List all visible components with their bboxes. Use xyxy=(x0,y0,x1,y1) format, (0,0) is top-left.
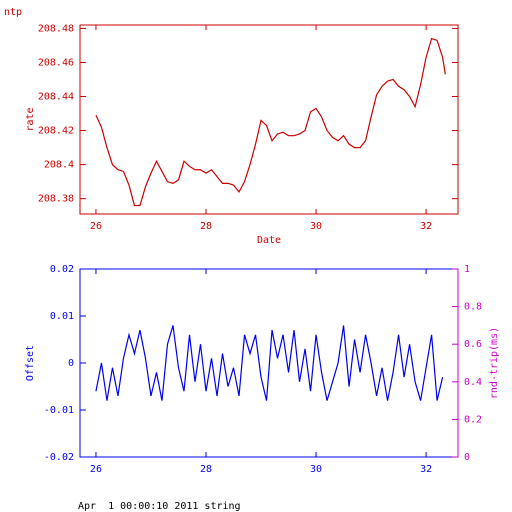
y-tick-label: 208.42 xyxy=(38,126,74,137)
x-tick-label: 32 xyxy=(420,221,432,232)
x-axis-label: Date xyxy=(257,235,281,246)
y-tick-label: 208.38 xyxy=(38,194,74,205)
y-tick-label: 0.02 xyxy=(50,264,74,275)
y-tick-label: 208.44 xyxy=(38,92,74,103)
data-line xyxy=(95,325,444,401)
y-tick-label: 208.46 xyxy=(38,57,74,68)
x-tick-label: 30 xyxy=(310,221,322,232)
y-axis-label: rate xyxy=(25,107,36,131)
y2-tick-label: 0.4 xyxy=(464,377,482,388)
data-line xyxy=(95,37,446,207)
y2-tick-label: 1 xyxy=(464,264,470,275)
x-tick-label: 26 xyxy=(90,464,102,475)
y-tick-label: -0.01 xyxy=(44,405,74,416)
footer: Apr 1 00:00:10 2011 string xyxy=(78,501,241,512)
y-tick-label: 0.01 xyxy=(50,311,74,322)
y-tick-label: 0 xyxy=(68,358,74,369)
y2-tick-label: 0 xyxy=(464,452,470,463)
x-tick-label: 30 xyxy=(310,464,322,475)
y2-tick-label: 0.6 xyxy=(464,339,482,350)
y-tick-label: -0.02 xyxy=(44,452,74,463)
plot-frame xyxy=(79,24,459,215)
y2-tick-label: 0.8 xyxy=(464,302,482,313)
y-tick-label: 208.4 xyxy=(44,160,74,171)
chart-title: ntp xyxy=(4,7,22,18)
x-tick-label: 32 xyxy=(420,464,432,475)
x-tick-label: 28 xyxy=(200,221,212,232)
y2-axis-label: rnd-trip(ms) xyxy=(489,327,500,399)
y-tick-label: 208.48 xyxy=(38,23,74,34)
y-axis-label: Offset xyxy=(25,345,36,381)
x-tick-label: 28 xyxy=(200,464,212,475)
y2-tick-label: 0.2 xyxy=(464,414,482,425)
x-tick-label: 26 xyxy=(90,221,102,232)
